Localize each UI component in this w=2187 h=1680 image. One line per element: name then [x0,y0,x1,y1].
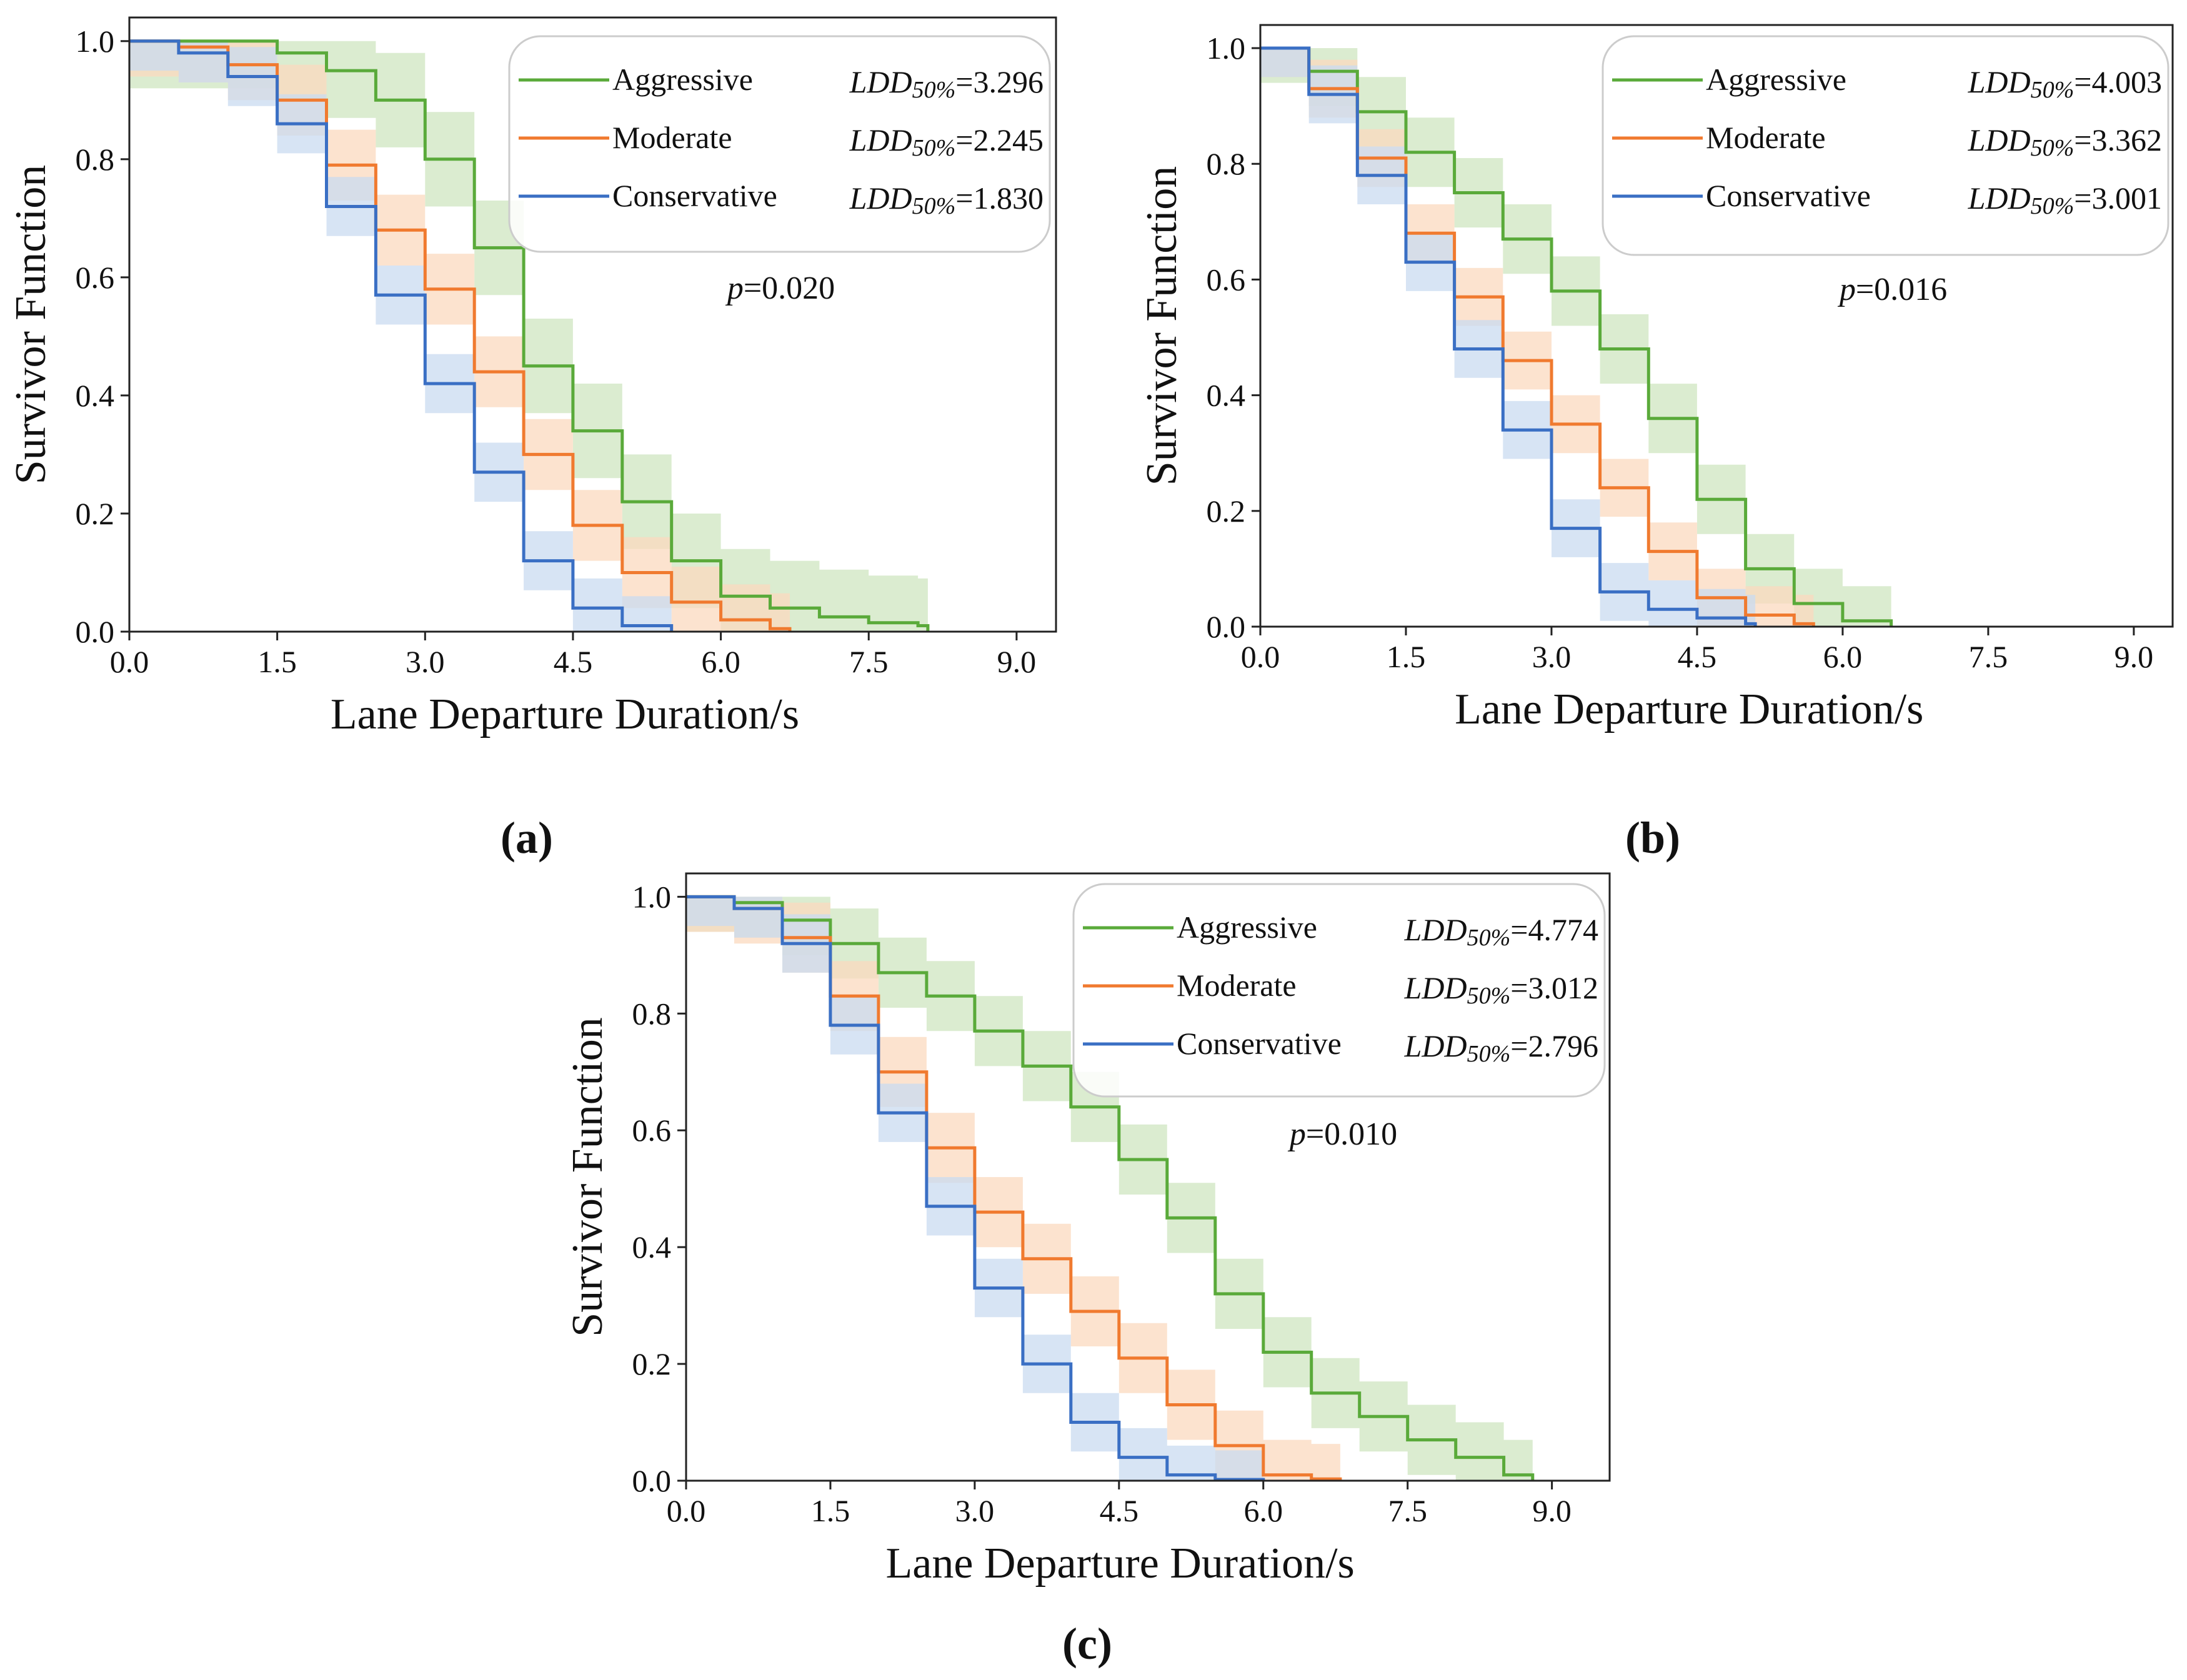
x-tick-label: 4.5 [1100,1493,1139,1528]
y-tick-label: 1.0 [632,879,672,914]
band-aggressive [686,897,1533,1481]
series-line-moderate [686,895,1342,1481]
legend-stat-conservative: LDD50%=2.796 [1404,1028,1598,1067]
series-line-aggressive [129,39,930,632]
panel-label-a: (a) [501,813,553,863]
x-tick-label: 7.5 [1969,639,2008,674]
y-axis-title: Survivor Function [7,165,55,484]
legend-stat-moderate: LDD50%=3.012 [1404,970,1598,1009]
x-tick-label: 7.5 [1388,1493,1427,1528]
y-tick-label: 0.0 [632,1463,672,1498]
chart-panel-c: 0.0 1.5 3.0 4.5 6.0 7.5 9.0 0.0 0.2 0.4 0.6 0.8 1.0 L… [564,872,1611,1588]
x-axis-title: Lane Departure Duration/s [886,1539,1355,1588]
legend-stat-conservative: LDD50%=1.830 [849,181,1044,219]
legend-stat-moderate: LDD50%=2.245 [849,122,1044,161]
x-tick-label: 1.5 [257,644,297,679]
y-tick-label: 0.6 [1207,262,1246,297]
legend-stat-aggressive: LDD50%=3.296 [849,64,1044,103]
x-tick-label: 1.5 [811,1493,850,1528]
p-value-annotation: p=0.020 [725,271,835,306]
y-tick-label: 0.4 [76,378,115,413]
p-value-annotation: p=0.016 [1837,272,1947,307]
band-conservative [1260,48,1756,627]
x-tick-label: 9.0 [2115,639,2154,674]
legend-label-conservative: Conservative [1706,178,1871,213]
x-tick-label: 4.5 [1678,639,1717,674]
y-tick-label: 0.6 [632,1113,672,1148]
legend-label-aggressive: Aggressive [1706,62,1846,97]
plot-frame [1259,24,2174,628]
x-tick-label: 0.0 [110,644,149,679]
y-axis-title: Survivor Function [564,1017,612,1336]
p-value-annotation: p=0.010 [1287,1116,1397,1152]
band-moderate [686,897,1340,1481]
legend-box [1072,883,1606,1098]
legend-stat-moderate: LDD50%=3.362 [1968,122,2162,161]
band-aggressive [1260,48,1891,627]
x-tick-label: 4.5 [554,644,593,679]
series-line-conservative [1260,46,1757,627]
legend-stat-conservative: LDD50%=3.001 [1968,181,2162,219]
chart-panel-b: 0.0 1.5 3.0 4.5 6.0 7.5 9.0 0.0 0.2 0.4 0.6 0.8 1.0 L… [1138,24,2174,733]
panel-label-c: (c) [1062,1619,1112,1669]
x-tick-label: 1.5 [1387,639,1426,674]
legend-box [508,35,1051,253]
plot-frame [685,872,1611,1482]
series-line-conservative [686,895,1265,1481]
y-tick-label: 0.2 [1207,494,1246,529]
legend-label-conservative: Conservative [612,178,777,213]
y-tick-label: 0.4 [1207,378,1246,413]
y-axis-title: Survivor Function [1138,166,1186,485]
legend-label-aggressive: Aggressive [1177,910,1317,945]
x-tick-label: 6.0 [1244,1493,1283,1528]
chart-panel-a: 0.0 1.5 3.0 4.5 6.0 7.5 9.0 0.0 0.2 0.4 0.6 0.8 1.0 L… [7,16,1057,738]
plot-frame [128,16,1057,633]
y-tick-label: 0.6 [76,260,115,295]
x-tick-label: 9.0 [997,644,1037,679]
legend-stat-aggressive: LDD50%=4.003 [1968,64,2162,103]
y-tick-label: 0.2 [632,1346,672,1381]
x-tick-label: 3.0 [1532,639,1572,674]
y-tick-label: 0.0 [1207,609,1246,644]
x-tick-label: 3.0 [955,1493,995,1528]
y-tick-label: 0.0 [76,614,115,649]
x-tick-label: 7.5 [849,644,889,679]
legend-label-moderate: Moderate [1177,968,1297,1003]
legend-label-conservative: Conservative [1177,1026,1342,1061]
y-tick-label: 0.4 [632,1230,672,1265]
y-tick-label: 0.8 [76,142,115,177]
x-tick-label: 0.0 [1241,639,1280,674]
y-tick-label: 1.0 [1207,31,1246,66]
y-tick-label: 0.8 [632,996,672,1031]
y-tick-label: 0.8 [1207,146,1246,181]
legend-label-moderate: Moderate [1706,120,1826,155]
x-tick-label: 6.0 [701,644,740,679]
y-tick-label: 0.2 [76,496,115,531]
legend-box [1602,35,2170,256]
x-tick-label: 9.0 [1532,1493,1572,1528]
legend-label-moderate: Moderate [612,120,732,155]
x-tick-label: 0.0 [667,1493,706,1528]
legend-label-aggressive: Aggressive [612,62,753,97]
y-tick-label: 1.0 [76,24,115,59]
x-axis-title: Lane Departure Duration/s [331,690,799,738]
band-moderate [1260,48,1814,627]
x-tick-label: 3.0 [406,644,445,679]
panel-label-b: (b) [1625,813,1680,863]
x-tick-label: 6.0 [1823,639,1863,674]
x-axis-title: Lane Departure Duration/s [1455,685,1923,733]
series-line-aggressive [1260,46,1893,627]
series-line-moderate [129,39,792,632]
legend-stat-aggressive: LDD50%=4.774 [1404,912,1598,951]
series-line-conservative [129,39,674,632]
band-aggressive [129,41,928,632]
